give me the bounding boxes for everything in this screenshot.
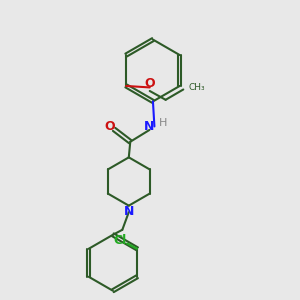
Text: CH₃: CH₃ xyxy=(188,82,205,91)
Text: H: H xyxy=(158,118,167,128)
Text: O: O xyxy=(105,120,115,133)
Text: Cl: Cl xyxy=(114,234,127,247)
Text: O: O xyxy=(144,77,155,90)
Text: N: N xyxy=(144,120,154,133)
Text: N: N xyxy=(124,205,134,218)
